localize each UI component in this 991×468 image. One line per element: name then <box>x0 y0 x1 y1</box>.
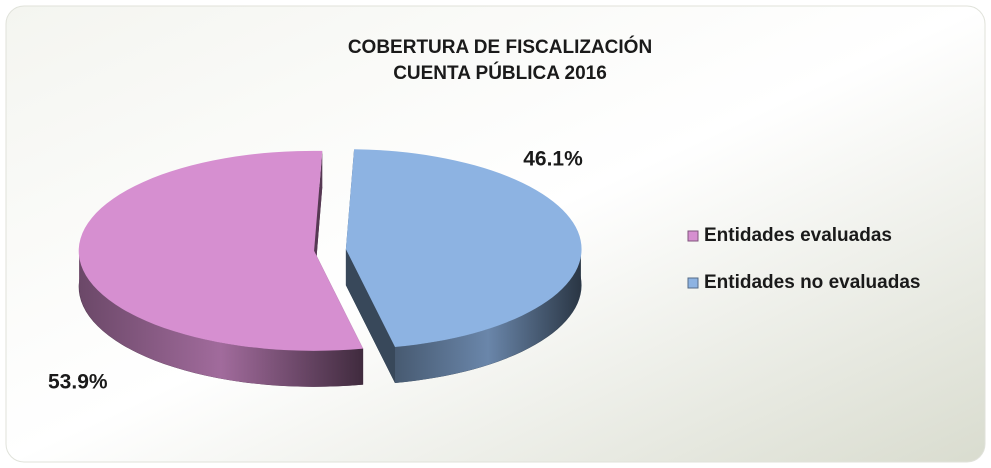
legend-label: Entidades no evaluadas <box>704 272 920 293</box>
slice-cut-face <box>314 150 323 287</box>
slice-cut-face <box>345 249 395 383</box>
slice-wall <box>395 249 581 383</box>
slice <box>78 150 364 351</box>
value-label: 53.9% <box>48 371 108 394</box>
legend-swatch <box>687 277 699 289</box>
chart-title: COBERTURA DE FISCALIZACIÓN <box>348 36 652 58</box>
chart-subtitle: CUENTA PÚBLICA 2016 <box>393 62 607 84</box>
value-label: 46.1% <box>523 148 583 171</box>
slice-wall <box>79 250 364 387</box>
legend-swatch <box>687 230 699 242</box>
legend-label: Entidades evaluadas <box>704 225 892 246</box>
slice <box>345 149 582 347</box>
